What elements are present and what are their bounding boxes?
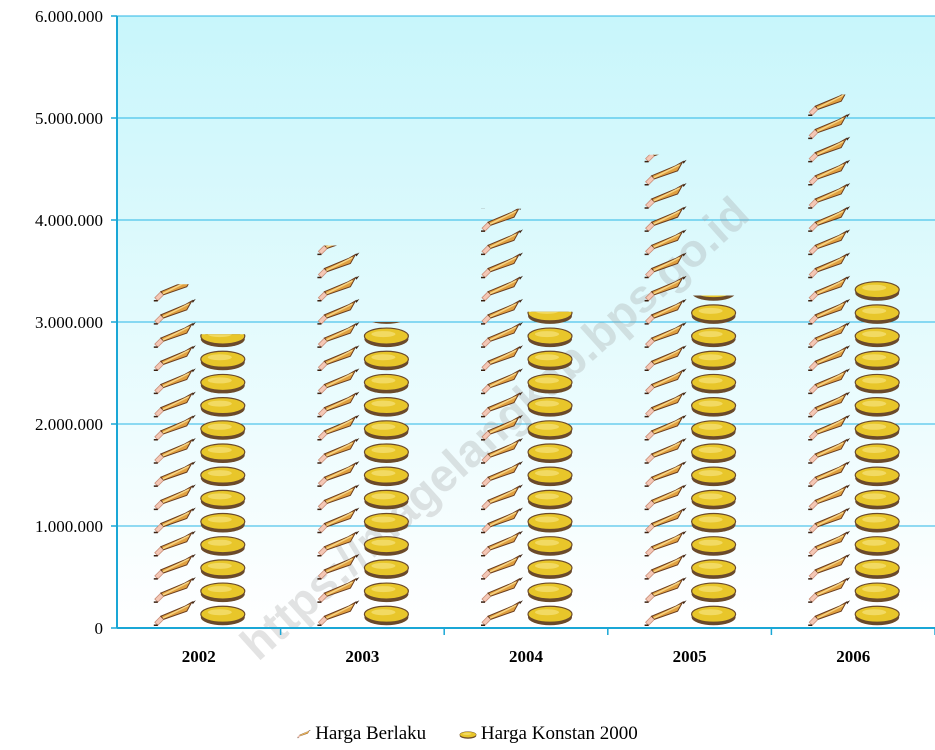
y-tick-label: 6.000.000 [35,7,103,26]
y-tick-label: 2.000.000 [35,415,103,434]
x-tick-label: 2003 [345,647,379,666]
legend: Harga Berlaku Harga Konstan 2000 [0,722,935,745]
bar-harga-konstan [363,322,409,626]
bar-chart: https://magelangkab.bps.go.id 01.000.000… [35,7,935,670]
x-tick-label: 2005 [673,647,707,666]
legend-label: Harga Berlaku [315,722,427,744]
y-tick-labels: 0 1.000.000 2.000.000 3.000.000 4.000.000 5.0… [35,7,103,638]
x-tick-label: 2002 [182,647,216,666]
y-tick-label: 0 [95,619,104,638]
y-tick-label: 4.000.000 [35,211,103,230]
x-tick-label: 2004 [509,647,544,666]
y-tick-label: 5.000.000 [35,109,103,128]
bar-harga-konstan [527,311,573,626]
legend-item-harga-konstan: Harga Konstan 2000 [459,723,638,745]
x-tick-labels: 2002 2003 2004 2005 2006 [182,647,870,666]
legend-label: Harga Konstan 2000 [480,722,638,744]
bar-harga-konstan [854,281,900,626]
gridlines [111,15,935,629]
x-tick-label: 2006 [836,647,870,666]
axes [116,16,935,635]
legend-item-harga-berlaku: Harga Berlaku [297,723,426,745]
coin-icon [459,731,477,739]
y-tick-label: 3.000.000 [35,313,103,332]
pencil-icon [297,729,312,738]
y-tick-label: 1.000.000 [35,517,103,536]
